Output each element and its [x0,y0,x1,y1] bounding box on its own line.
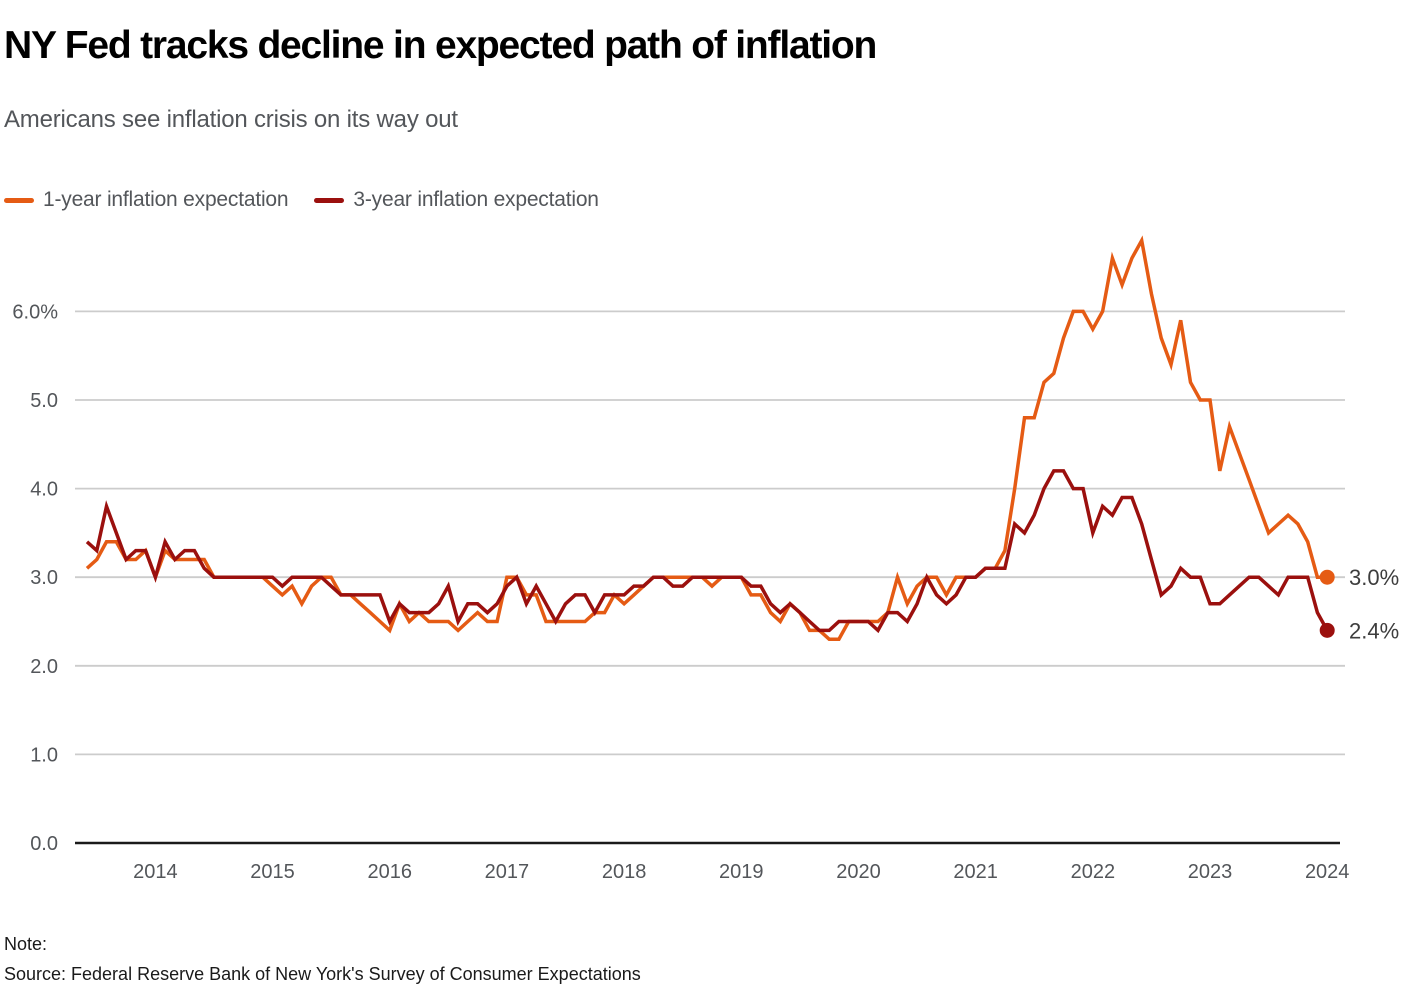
y-tick-label: 4.0 [30,479,58,501]
x-tick-label: 2023 [1188,861,1233,883]
x-tick-label: 2022 [1071,861,1116,883]
y-tick-label: 1.0 [30,744,58,766]
x-tick-label: 2019 [719,861,764,883]
note-text: Note: [4,934,48,954]
y-tick-label: 2.0 [30,656,58,678]
x-tick-label: 2017 [485,861,530,883]
y-tick-label: 6.0% [12,301,58,323]
series-line-1yr [85,235,1328,641]
legend-label-1yr: 1-year inflation expectation [43,188,289,211]
legend-item-1yr: 1-year inflation expectation [4,188,289,212]
legend: 1-year inflation expectation 3-year infl… [4,188,599,212]
end-markers: 3.0% 2.4% [1319,565,1399,643]
end-dot-1yr [1319,569,1335,585]
page-title: NY Fed tracks decline in expected path o… [4,24,877,67]
x-tick-label: 2014 [133,861,178,883]
end-value-label-3yr: 2.4% [1349,618,1399,643]
end-value-label-1yr: 3.0% [1349,565,1399,590]
legend-label-3yr: 3-year inflation expectation [353,188,599,211]
legend-item-3yr: 3-year inflation expectation [314,188,599,212]
source-text: Source: Federal Reserve Bank of New York… [4,964,641,984]
x-tick-label: 2018 [602,861,647,883]
y-tick-label: 3.0 [30,567,58,589]
page-subtitle: Americans see inflation crisis on its wa… [4,106,458,133]
x-tick-label: 2015 [250,861,295,883]
y-axis-labels: 0.0 1.0 2.0 3.0 4.0 5.0 6.0% [12,301,58,855]
legend-swatch-3yr-icon [314,197,345,203]
legend-swatch-1yr-icon [4,197,34,203]
y-tick-label: 0.0 [30,833,58,855]
end-dot-3yr [1319,622,1335,638]
series-lines [85,235,1329,641]
series-line-3yr [85,469,1329,634]
y-tick-label: 5.0 [30,390,58,412]
x-tick-label: 2020 [836,861,881,883]
x-tick-label: 2024 [1305,861,1350,883]
x-tick-label: 2021 [953,861,998,883]
x-tick-label: 2016 [367,861,412,883]
x-axis-labels: 2014 2015 2016 2017 2018 2019 2020 2021 2022 2023… [133,861,1349,883]
